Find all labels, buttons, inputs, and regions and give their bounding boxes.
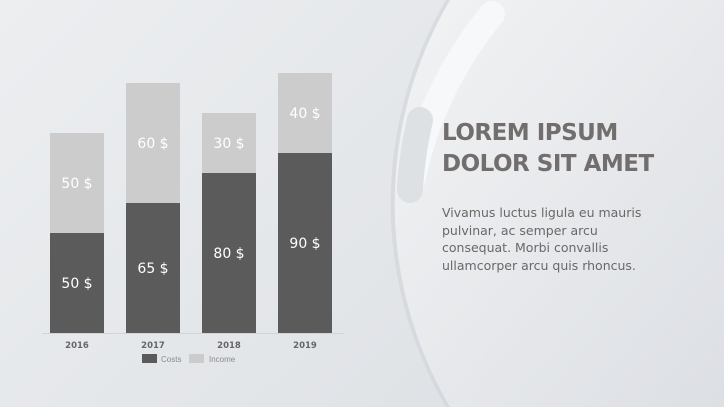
bar-income-2017 [126,83,180,203]
bar-income-2019 [278,73,332,153]
decorative-arc-shade [397,107,433,203]
x-tick-label-2019: 2019 [293,341,317,351]
data-label-costs-2017: 65 $ [137,261,168,277]
stacked-bar-chart: 50 $ 50 $ 2016 65 $ 60 $ 2017 80 $ 30 $ 2018 90 $… [42,73,344,364]
bar-costs-2019 [278,153,332,333]
decorative-circle [394,0,724,407]
legend-swatch-costs [142,354,157,363]
legend-label-income: Income [209,355,236,364]
slide-title-line-2: DOLOR SIT AMET [442,151,654,177]
bar-costs-2017 [126,203,180,333]
data-label-costs-2019: 90 $ [289,236,320,252]
bar-income-2018 [202,113,256,173]
x-tick-label-2018: 2018 [217,341,241,351]
bar-costs-2018 [202,173,256,333]
legend-label-costs: Costs [161,355,181,364]
data-label-income-2018: 30 $ [213,136,244,152]
x-tick-label-2016: 2016 [65,341,89,351]
slide-body-text: Vivamus luctus ligula eu mauris pulvinar… [442,205,642,273]
x-tick-label-2017: 2017 [141,341,165,351]
data-label-income-2017: 60 $ [137,136,168,152]
slide-title: LOREM IPSUM DOLOR SIT AMET [442,118,654,180]
bar-costs-2016 [50,233,104,333]
data-label-income-2016: 50 $ [61,176,92,192]
legend-swatch-income [189,354,204,363]
data-label-costs-2018: 80 $ [213,246,244,262]
legend: Costs Income [142,354,236,364]
bar-income-2016 [50,133,104,233]
data-label-costs-2016: 50 $ [61,276,92,292]
data-label-income-2019: 40 $ [289,106,320,122]
slide-title-line-1: LOREM IPSUM [442,120,618,146]
